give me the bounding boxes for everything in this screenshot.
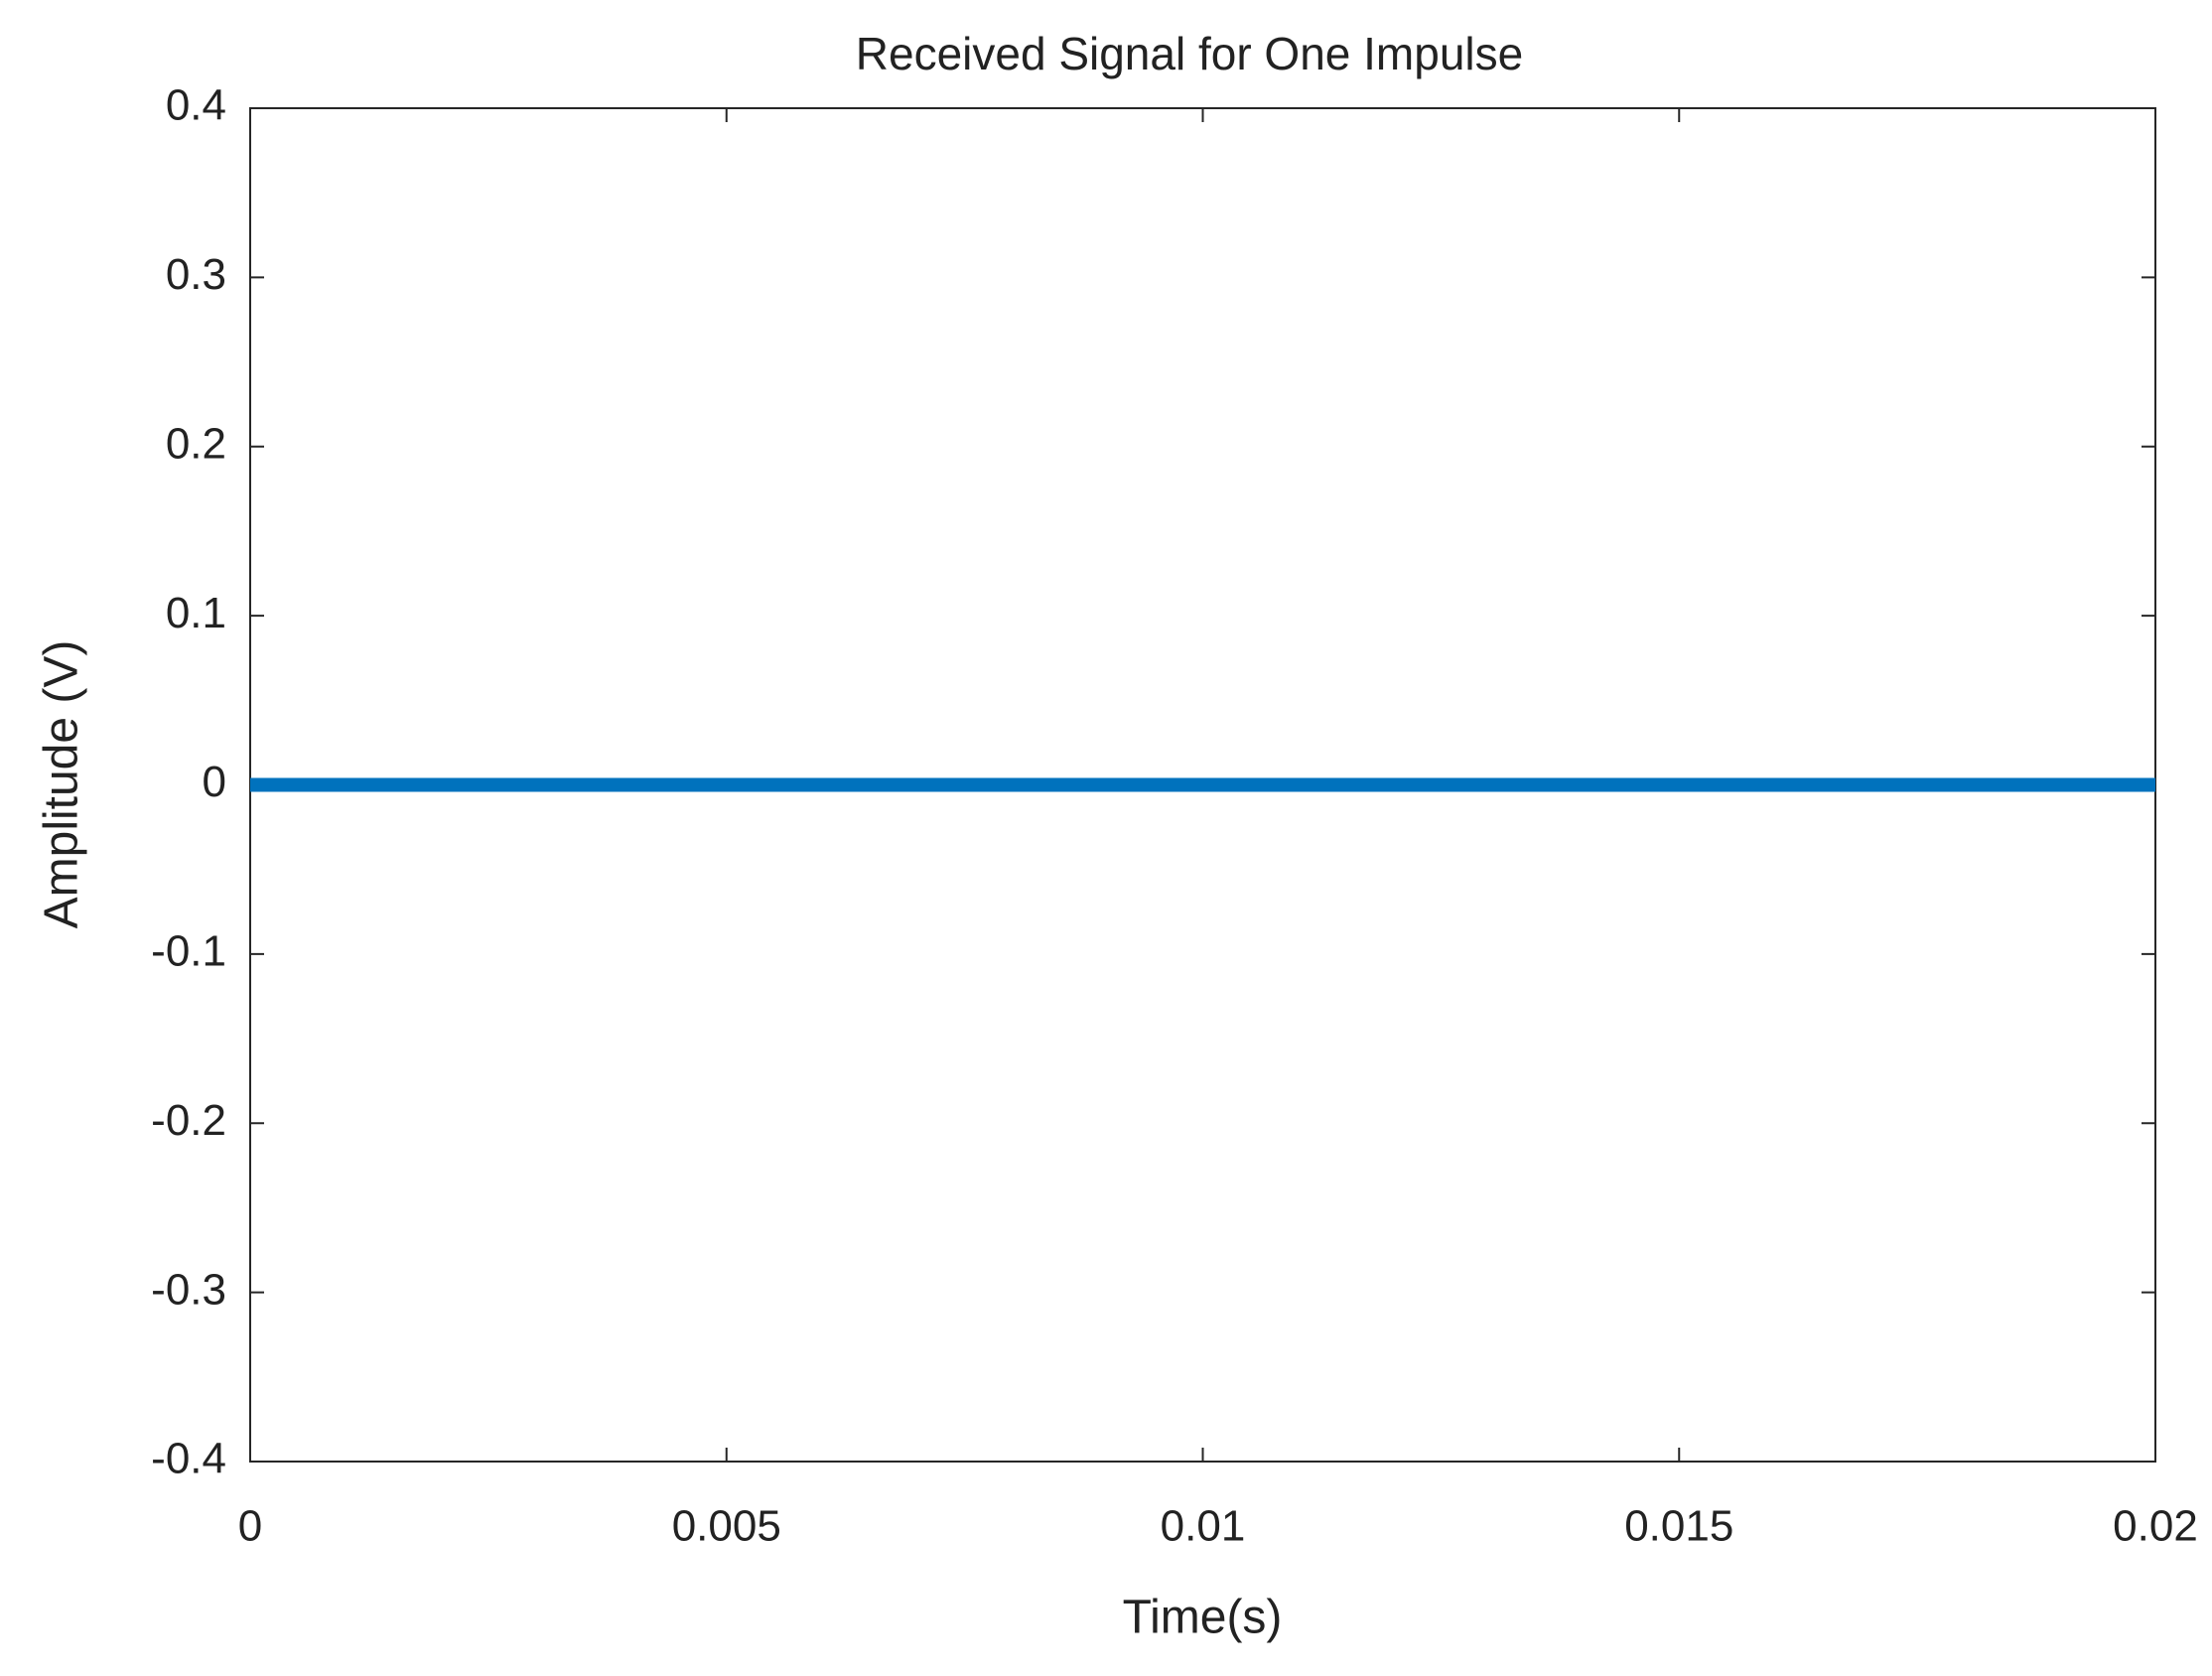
- x-tick-label: 0.005: [672, 1502, 781, 1551]
- x-tick-label: 0.01: [1161, 1502, 1246, 1551]
- x-tick-label: 0.02: [2113, 1502, 2198, 1551]
- y-tick-label: 0.1: [166, 589, 226, 637]
- y-tick-label: 0.4: [166, 81, 226, 130]
- x-tick-label: 0.015: [1624, 1502, 1733, 1551]
- y-tick-label: 0: [203, 758, 226, 806]
- y-tick-label: 0.2: [166, 419, 226, 468]
- y-tick-label: -0.1: [151, 927, 226, 976]
- y-axis-label: Amplitude (V): [36, 640, 88, 929]
- y-tick-label: -0.4: [151, 1435, 226, 1483]
- x-tick-label: 0: [238, 1502, 262, 1551]
- x-axis-label: Time(s): [1123, 1592, 1283, 1644]
- chart-title: Received Signal for One Impulse: [856, 28, 1523, 79]
- y-tick-label: 0.3: [166, 250, 226, 299]
- y-tick-label: -0.3: [151, 1265, 226, 1314]
- y-tick-label: -0.2: [151, 1096, 226, 1145]
